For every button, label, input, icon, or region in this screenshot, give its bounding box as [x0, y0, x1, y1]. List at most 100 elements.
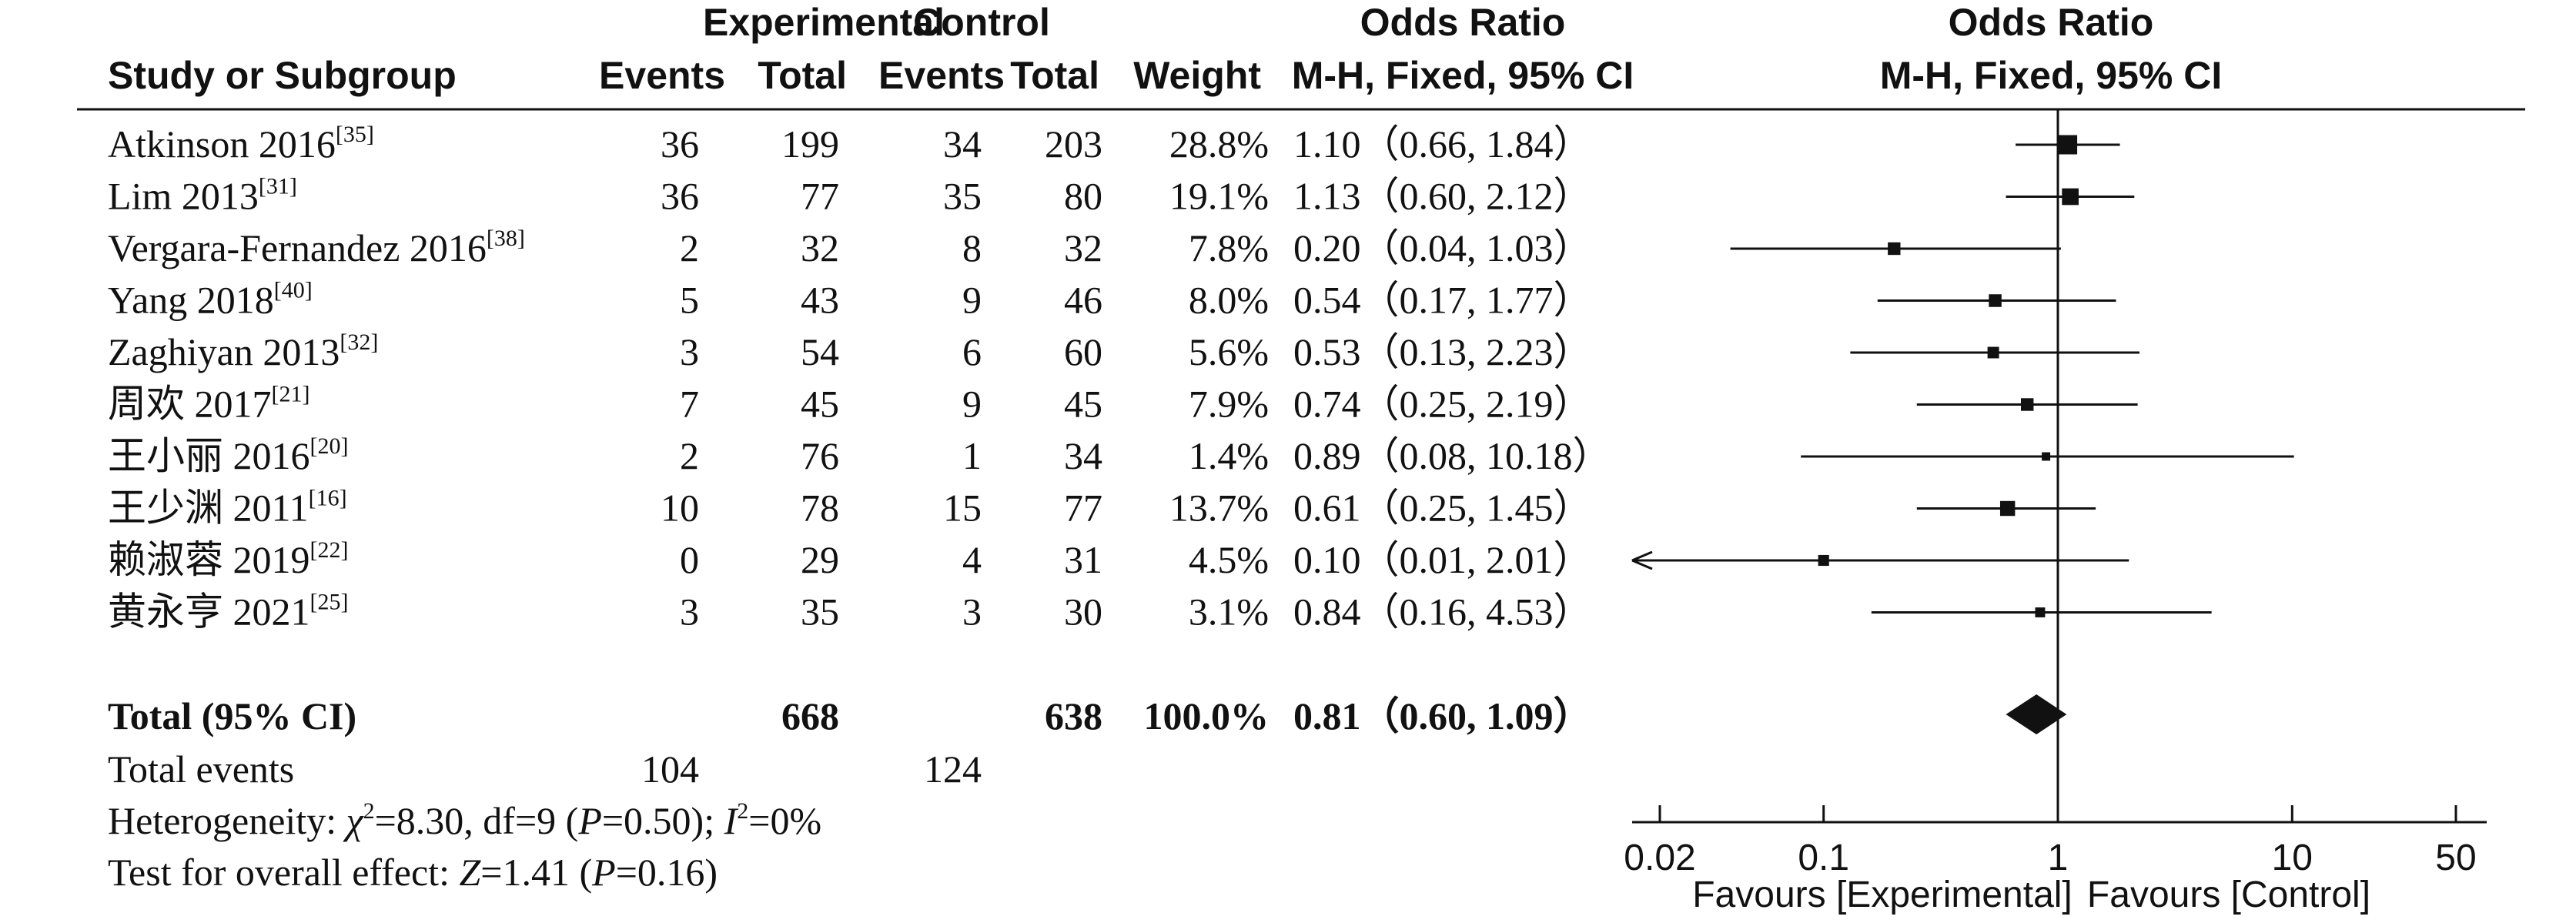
study-name: Atkinson 2016[35]: [108, 122, 374, 166]
header-study: Study or Subgroup: [108, 54, 457, 97]
het-chi: χ: [343, 799, 365, 842]
study-ctrl-events: 9: [962, 279, 982, 322]
x-tick-label: 1: [2048, 838, 2069, 878]
study-ref: [40]: [274, 278, 313, 303]
study-ctrl-events: 1: [962, 434, 982, 477]
study-mark: [2016, 135, 2120, 155]
summary-diamond: [2006, 694, 2067, 734]
study-weight: 3.1%: [1189, 590, 1269, 634]
study-exp-events: 2: [680, 434, 699, 477]
study-exp-events: 36: [661, 122, 699, 166]
study-name: 赖淑蓉 2019[22]: [108, 537, 348, 581]
study-name: 周欢 2017[21]: [108, 382, 309, 426]
study-exp-total: 77: [801, 175, 839, 218]
study-ci-text: 0.10（0.01, 2.01）: [1293, 538, 1592, 581]
study-ref: [21]: [272, 382, 310, 407]
het-p: P: [577, 799, 602, 842]
total-events-label: Total events: [108, 747, 294, 791]
overall-prefix: Test for overall effect:: [108, 851, 459, 894]
study-row: Atkinson 2016[35] 36 199 34 203 28.8% 1.10（0.6…: [108, 122, 1592, 166]
study-exp-events: 5: [680, 279, 699, 322]
study-ci-text: 0.20（0.04, 1.03）: [1293, 226, 1592, 269]
study-mark: [1871, 607, 2212, 617]
x-tick-label: 0.1: [1798, 838, 1849, 878]
study-row: 王小丽 2016[20] 2 76 1 34 1.4% 0.89（0.08, 10.18）: [108, 433, 1611, 477]
study-row: 黄永亨 2021[25] 3 35 3 30 3.1% 0.84（0.16, 4.53）: [108, 590, 1592, 634]
header-or-method: M-H, Fixed, 95% CI: [1292, 54, 1634, 97]
study-ci-text: 1.10（0.66, 1.84）: [1293, 122, 1592, 166]
header-plot-title: Odds Ratio: [1949, 1, 2154, 44]
study-name-text: Yang 2018: [108, 279, 274, 322]
x-tick-label: 50: [2435, 838, 2476, 878]
study-ctrl-total: 60: [1064, 330, 1102, 373]
point-estimate-square: [1999, 500, 2016, 517]
study-name-text: 赖淑蓉 2019: [108, 538, 310, 581]
point-estimate-square: [1987, 346, 1999, 359]
study-exp-total: 45: [801, 383, 839, 426]
study-name: Zaghiyan 2013[32]: [108, 329, 378, 373]
study-weight: 7.8%: [1189, 226, 1269, 269]
study-ctrl-events: 35: [943, 175, 982, 218]
study-name: Vergara-Fernandez 2016[38]: [108, 226, 525, 269]
plot-area: 0.02 0.1 1 10 50: [1624, 109, 2487, 878]
overall-p: P: [591, 851, 616, 894]
point-estimate-square: [1888, 242, 1901, 256]
het-i: I: [724, 799, 739, 842]
ci-arrow-left: [1631, 550, 1653, 570]
total-ci-text: 0.81（0.60, 1.09）: [1293, 694, 1592, 737]
header-experimental: Experimental: [703, 1, 945, 44]
header-exp-total: Total: [758, 54, 847, 97]
study-name-text: Atkinson 2016: [108, 122, 336, 166]
study-name: Lim 2013[31]: [108, 174, 297, 218]
study-mark: [2006, 188, 2135, 206]
study-ctrl-events: 3: [962, 590, 982, 634]
point-estimate-square: [2020, 398, 2034, 411]
study-row: Yang 2018[40] 5 43 9 46 8.0% 0.54（0.17, 1.77）: [108, 278, 1592, 322]
point-estimate-square: [2035, 607, 2046, 617]
study-ci-text: 1.13（0.60, 2.12）: [1293, 175, 1592, 218]
study-ref: [22]: [310, 537, 349, 563]
study-exp-events: 3: [680, 330, 699, 373]
study-name: Yang 2018[40]: [108, 278, 313, 322]
study-row: 赖淑蓉 2019[22] 0 29 4 31 4.5% 0.10（0.01, 2.01）: [108, 537, 1592, 581]
study-mark: [1631, 550, 2129, 570]
study-ctrl-total: 34: [1064, 434, 1102, 477]
study-ref: [32]: [340, 329, 378, 355]
study-weight: 19.1%: [1169, 175, 1269, 218]
study-mark: [1916, 500, 2096, 517]
header-control: Control: [913, 1, 1050, 44]
study-mark: [1877, 294, 2116, 307]
study-name-text: Zaghiyan 2013: [108, 330, 340, 373]
study-ctrl-events: 34: [943, 122, 982, 166]
study-ctrl-total: 45: [1064, 383, 1102, 426]
study-exp-total: 54: [801, 330, 839, 373]
het-chi-sq: 2: [363, 798, 375, 824]
study-row: 王少渊 2011[16] 10 78 15 77 13.7% 0.61（0.25, 1.45…: [108, 486, 1592, 530]
study-exp-events: 10: [661, 487, 699, 530]
het-chi-value: =8.30, df=9 (: [375, 799, 579, 842]
overall-effect-text: Test for overall effect: Z=1.41 (P=0.16): [108, 851, 718, 894]
favours-experimental: Favours [Experimental]: [1692, 875, 2073, 915]
header-ctrl-events: Events: [878, 54, 1005, 97]
study-row: Lim 2013[31] 36 77 35 80 19.1% 1.13（0.60, 2.12…: [108, 174, 1592, 218]
study-ctrl-events: 6: [962, 330, 982, 373]
study-name: 王少渊 2011[16]: [108, 486, 347, 530]
study-row: Vergara-Fernandez 2016[38] 2 32 8 32 7.8% 0.20…: [108, 226, 1592, 269]
study-name-text: Lim 2013: [108, 175, 259, 218]
study-row: Zaghiyan 2013[32] 3 54 6 60 5.6% 0.53（0.13, 2.…: [108, 329, 1592, 373]
study-ctrl-events: 15: [943, 487, 982, 530]
study-name: 黄永亨 2021[25]: [108, 590, 348, 634]
study-name-text: 周欢 2017: [108, 383, 272, 426]
study-exp-total: 78: [801, 487, 839, 530]
favours-control: Favours [Control]: [2087, 875, 2370, 915]
study-ctrl-total: 31: [1064, 538, 1102, 581]
study-mark: [1730, 242, 2061, 256]
study-ctrl-events: 8: [962, 226, 982, 269]
study-name: 王小丽 2016[20]: [108, 433, 348, 477]
study-exp-total: 32: [801, 226, 839, 269]
x-tick-label: 10: [2272, 838, 2313, 878]
overall-z: Z: [459, 851, 481, 894]
study-exp-events: 2: [680, 226, 699, 269]
study-ref: [25]: [310, 590, 349, 615]
